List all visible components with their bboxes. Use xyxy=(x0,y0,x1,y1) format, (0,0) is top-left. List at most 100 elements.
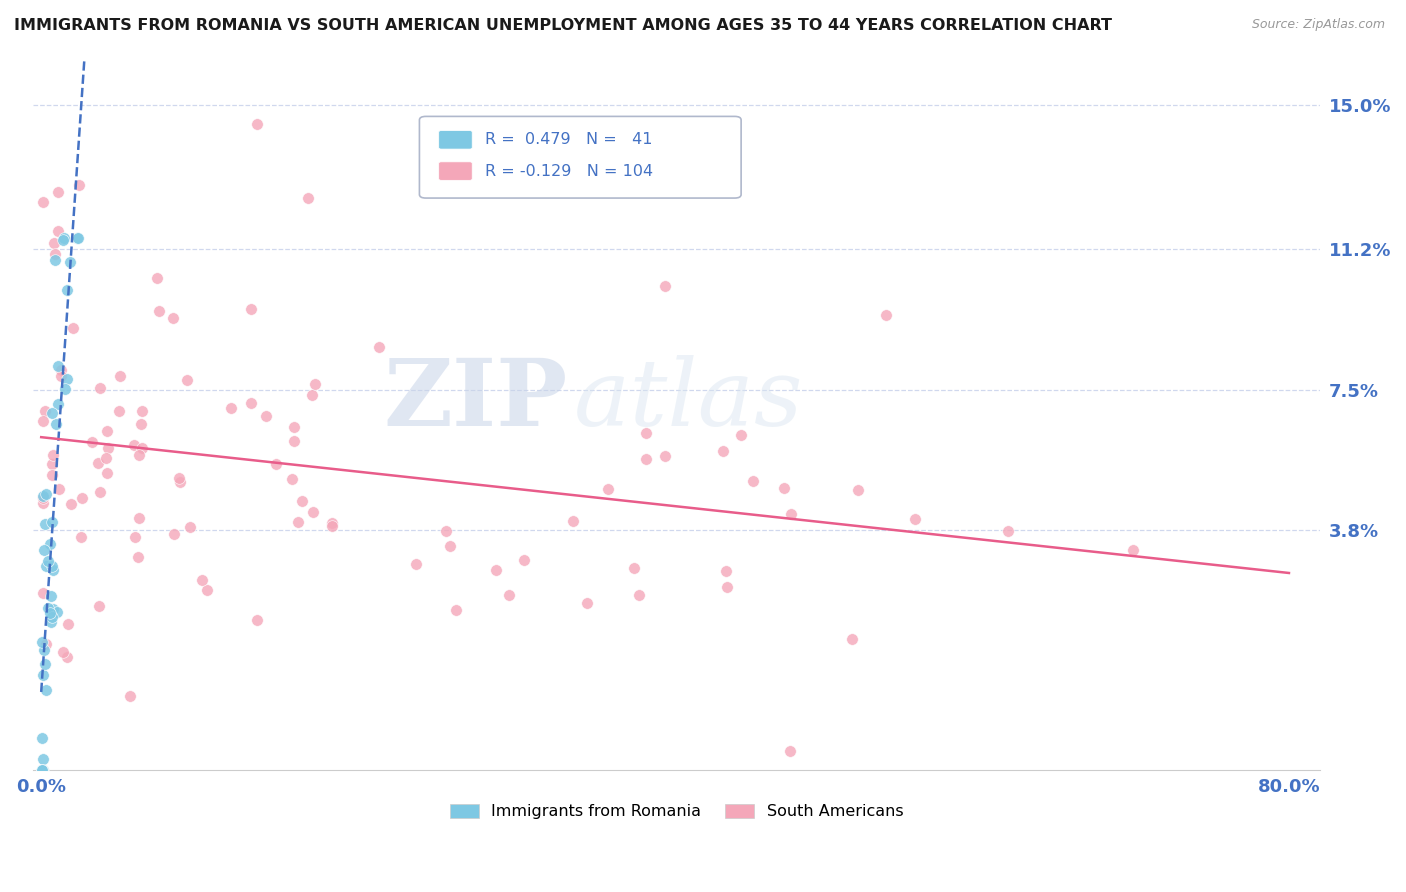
Point xyxy=(779,744,801,758)
Point xyxy=(96,425,118,439)
Point xyxy=(52,645,75,659)
Point xyxy=(846,483,869,497)
Point xyxy=(31,763,53,777)
Point xyxy=(35,559,58,574)
Point xyxy=(875,309,897,323)
Point xyxy=(148,304,170,318)
Point xyxy=(44,236,66,251)
Point xyxy=(31,634,53,648)
Point xyxy=(434,524,457,538)
Point xyxy=(321,518,343,533)
Point xyxy=(162,311,184,326)
Point xyxy=(254,409,277,424)
Point xyxy=(107,403,129,417)
Point xyxy=(67,231,90,245)
Point xyxy=(34,516,56,531)
FancyBboxPatch shape xyxy=(439,161,472,180)
Point xyxy=(44,253,66,268)
Point xyxy=(32,543,55,558)
Point xyxy=(66,231,89,245)
Point xyxy=(127,550,149,565)
Point xyxy=(636,426,658,441)
Point xyxy=(46,396,69,410)
Point xyxy=(179,520,201,534)
Point xyxy=(598,482,620,496)
Point xyxy=(131,441,153,455)
Point xyxy=(39,537,62,551)
Point xyxy=(38,606,60,620)
FancyBboxPatch shape xyxy=(439,130,472,149)
Point xyxy=(439,539,461,553)
Point xyxy=(87,456,110,470)
Point xyxy=(53,382,76,396)
Point xyxy=(176,373,198,387)
Point xyxy=(997,524,1019,538)
Point xyxy=(287,515,309,529)
Text: Source: ZipAtlas.com: Source: ZipAtlas.com xyxy=(1251,18,1385,31)
Point xyxy=(41,609,63,624)
Point xyxy=(195,582,218,597)
Point xyxy=(96,466,118,480)
Point xyxy=(129,417,152,431)
Point xyxy=(34,643,56,657)
Point xyxy=(291,493,314,508)
Point xyxy=(368,340,391,354)
Point xyxy=(634,452,657,467)
Point xyxy=(741,474,763,488)
Point xyxy=(623,561,645,575)
Point xyxy=(31,668,53,682)
Point xyxy=(34,637,56,651)
Point xyxy=(122,438,145,452)
Point xyxy=(44,246,66,260)
Point xyxy=(716,580,738,594)
Point xyxy=(31,491,53,506)
Point xyxy=(264,457,287,471)
Point xyxy=(37,553,59,567)
Point xyxy=(321,516,343,530)
Point xyxy=(304,377,326,392)
Point xyxy=(51,368,73,383)
Point xyxy=(32,752,55,766)
Point xyxy=(711,443,734,458)
Point xyxy=(32,414,55,428)
Point xyxy=(97,441,120,455)
Point xyxy=(120,689,142,703)
Point xyxy=(89,381,111,395)
Point xyxy=(48,483,70,497)
Point xyxy=(283,434,305,448)
Point xyxy=(730,427,752,442)
Point xyxy=(240,302,263,317)
Point xyxy=(89,599,111,614)
Text: atlas: atlas xyxy=(574,355,803,445)
Point xyxy=(576,596,599,610)
Point xyxy=(59,498,82,512)
Point xyxy=(46,224,69,238)
Point xyxy=(41,515,63,529)
Point xyxy=(56,372,79,386)
Point xyxy=(94,450,117,465)
Text: R = -0.129   N = 104: R = -0.129 N = 104 xyxy=(485,163,654,178)
Point xyxy=(283,420,305,434)
Point xyxy=(128,448,150,462)
Point xyxy=(41,558,63,573)
Point xyxy=(773,481,796,495)
Point xyxy=(31,496,53,510)
Point xyxy=(1122,542,1144,557)
Point xyxy=(405,557,427,571)
Text: R =  0.479   N =   41: R = 0.479 N = 41 xyxy=(485,132,652,147)
Point xyxy=(219,401,242,415)
Point xyxy=(41,468,63,483)
Point xyxy=(627,588,650,602)
Point xyxy=(108,368,131,383)
Point xyxy=(37,601,59,615)
Point xyxy=(716,564,738,578)
Point xyxy=(191,573,214,587)
Point xyxy=(444,603,467,617)
Point xyxy=(42,563,65,577)
Point xyxy=(654,278,676,293)
Point xyxy=(485,563,508,577)
Point xyxy=(297,191,319,205)
Point xyxy=(67,178,90,192)
Point xyxy=(169,475,191,489)
Point xyxy=(89,484,111,499)
